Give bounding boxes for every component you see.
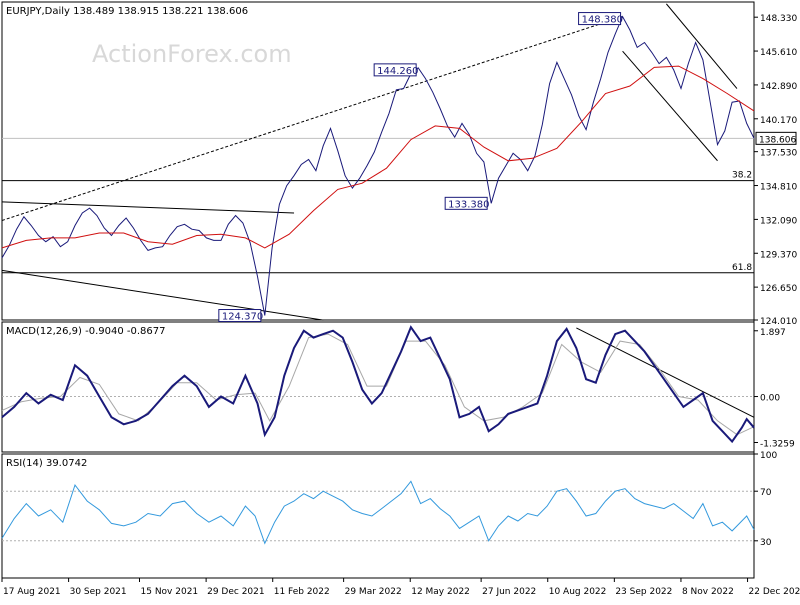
price-title: EURJPY,Daily 138.489 138.915 138.221 138… (6, 6, 248, 17)
fib-level-label-1: 61.8 (732, 263, 752, 273)
upper-channel-line-right (666, 3, 738, 89)
macd-tick-label-0: 1.897 (760, 328, 786, 338)
price-tick-label-2: 142.890 (760, 82, 797, 92)
macd-line (1, 325, 755, 444)
time-tick-label-8: 10 Aug 2022 (549, 587, 607, 597)
rsi-tick-label-2: 30 (760, 538, 772, 548)
annotation-label-2: 133.380 (448, 199, 489, 210)
price-tick-label-5: 134.810 (760, 183, 797, 193)
rsi-title: RSI(14) 39.0742 (6, 458, 87, 469)
annotation-label-1: 144.260 (377, 66, 418, 77)
time-tick-label-1: 30 Sep 2021 (70, 587, 127, 597)
time-tick-label-7: 27 Jun 2022 (482, 587, 536, 597)
upper-channel-line-left (1, 201, 295, 214)
macd-title: MACD(12,26,9) -0.9040 -0.8677 (6, 326, 166, 337)
rsi-line (1, 480, 755, 545)
lower-channel-line-left (1, 269, 324, 321)
time-tick-label-3: 29 Dec 2021 (207, 587, 265, 597)
macd-tick-label-1: 0.00 (760, 394, 780, 404)
price-line (1, 15, 755, 316)
time-tick-label-5: 29 Mar 2022 (345, 587, 402, 597)
price-tick-label-9: 124.010 (760, 317, 797, 327)
fib-level-label-0: 38.2 (732, 171, 752, 181)
price-tick-label-4: 137.530 (760, 149, 797, 159)
price-tick-label-6: 132.090 (760, 216, 797, 226)
last-price-tag (755, 131, 797, 145)
time-tick-label-10: 8 Nov 2022 (682, 587, 734, 597)
dotted-trendline (1, 16, 623, 221)
rsi-tick-label-1: 70 (760, 488, 772, 498)
annotation-label-0: 148.380 (582, 15, 623, 26)
price-tick-label-1: 145.610 (760, 48, 797, 58)
price-tick-label-7: 129.370 (760, 250, 797, 260)
macd-trendline (576, 327, 755, 418)
time-tick-label-0: 17 Aug 2021 (3, 587, 61, 597)
last-price-label: 138.606 (759, 135, 796, 145)
macd-tick-label-2: -1.3259 (760, 439, 795, 449)
lower-channel-line-right (622, 50, 718, 162)
time-tick-label-6: 12 May 2022 (411, 587, 470, 597)
watermark-text: ActionForex.com (92, 40, 292, 68)
rsi-tick-label-0: 100 (760, 451, 777, 461)
annotation-box-1 (373, 63, 417, 77)
price-tick-label-3: 140.170 (760, 116, 797, 126)
time-tick-label-11: 22 Dec 2022 (749, 587, 800, 597)
annotation-box-2 (444, 196, 488, 210)
time-tick-label-2: 15 Nov 2021 (141, 587, 199, 597)
time-tick-label-4: 11 Feb 2022 (274, 587, 330, 597)
macd-signal-line (1, 333, 755, 436)
time-tick-label-9: 23 Sep 2022 (615, 587, 672, 597)
price-tick-label-0: 148.330 (760, 14, 797, 24)
annotation-box-0 (578, 12, 622, 26)
annotation-box-3 (218, 309, 262, 323)
price-tick-label-8: 126.650 (760, 284, 797, 294)
annotation-label-3: 124.370 (222, 312, 263, 323)
moving-average-line (1, 65, 755, 249)
